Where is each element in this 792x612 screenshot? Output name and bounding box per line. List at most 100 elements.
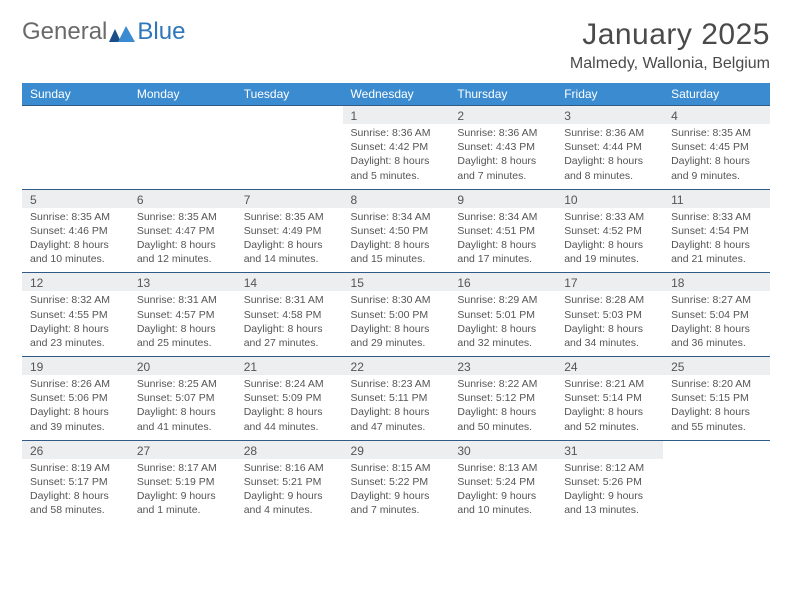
logo-text-general: General [22, 18, 107, 46]
daylight-text-1: Daylight: 8 hours [30, 322, 121, 336]
day-number-cell: 2 [449, 106, 556, 125]
day-number-cell: 11 [663, 189, 770, 208]
sunset-text: Sunset: 4:52 PM [564, 224, 655, 238]
day-number-cell [236, 106, 343, 125]
sunrise-text: Sunrise: 8:34 AM [351, 210, 442, 224]
daylight-text-1: Daylight: 8 hours [351, 405, 442, 419]
day-header: Tuesday [236, 83, 343, 106]
daylight-text-2: and 1 minute. [137, 503, 228, 517]
daylight-text-2: and 36 minutes. [671, 336, 762, 350]
day-detail-cell: Sunrise: 8:21 AMSunset: 5:14 PMDaylight:… [556, 375, 663, 440]
sunset-text: Sunset: 4:50 PM [351, 224, 442, 238]
day-number-cell: 8 [343, 189, 450, 208]
sunrise-text: Sunrise: 8:25 AM [137, 377, 228, 391]
sunrise-text: Sunrise: 8:33 AM [564, 210, 655, 224]
daylight-text-1: Daylight: 8 hours [244, 238, 335, 252]
day-number-cell: 20 [129, 357, 236, 376]
daylight-text-2: and 14 minutes. [244, 252, 335, 266]
sunset-text: Sunset: 4:42 PM [351, 140, 442, 154]
sunrise-text: Sunrise: 8:35 AM [30, 210, 121, 224]
day-number-cell: 15 [343, 273, 450, 292]
daylight-text-1: Daylight: 9 hours [137, 489, 228, 503]
day-header: Sunday [22, 83, 129, 106]
day-number-cell: 29 [343, 440, 450, 459]
daynum-row: 19202122232425 [22, 357, 770, 376]
day-detail-cell: Sunrise: 8:33 AMSunset: 4:52 PMDaylight:… [556, 208, 663, 273]
sunrise-text: Sunrise: 8:35 AM [137, 210, 228, 224]
sunset-text: Sunset: 4:58 PM [244, 308, 335, 322]
day-number-cell: 22 [343, 357, 450, 376]
sunset-text: Sunset: 5:17 PM [30, 475, 121, 489]
day-detail-cell: Sunrise: 8:35 AMSunset: 4:47 PMDaylight:… [129, 208, 236, 273]
daylight-text-1: Daylight: 8 hours [671, 405, 762, 419]
day-detail-cell: Sunrise: 8:36 AMSunset: 4:44 PMDaylight:… [556, 124, 663, 189]
sunset-text: Sunset: 4:54 PM [671, 224, 762, 238]
daylight-text-1: Daylight: 8 hours [137, 322, 228, 336]
daynum-row: 1234 [22, 106, 770, 125]
day-number-cell: 14 [236, 273, 343, 292]
sunset-text: Sunset: 5:06 PM [30, 391, 121, 405]
calendar-table: Sunday Monday Tuesday Wednesday Thursday… [22, 83, 770, 523]
day-number-cell: 30 [449, 440, 556, 459]
detail-row: Sunrise: 8:32 AMSunset: 4:55 PMDaylight:… [22, 291, 770, 356]
sunrise-text: Sunrise: 8:19 AM [30, 461, 121, 475]
daylight-text-2: and 44 minutes. [244, 420, 335, 434]
daylight-text-2: and 13 minutes. [564, 503, 655, 517]
detail-row: Sunrise: 8:35 AMSunset: 4:46 PMDaylight:… [22, 208, 770, 273]
sunset-text: Sunset: 5:12 PM [457, 391, 548, 405]
sunrise-text: Sunrise: 8:33 AM [671, 210, 762, 224]
day-detail-cell: Sunrise: 8:26 AMSunset: 5:06 PMDaylight:… [22, 375, 129, 440]
daylight-text-1: Daylight: 8 hours [244, 405, 335, 419]
day-detail-cell: Sunrise: 8:24 AMSunset: 5:09 PMDaylight:… [236, 375, 343, 440]
detail-row: Sunrise: 8:36 AMSunset: 4:42 PMDaylight:… [22, 124, 770, 189]
day-detail-cell [663, 459, 770, 524]
day-number-cell: 9 [449, 189, 556, 208]
sunrise-text: Sunrise: 8:24 AM [244, 377, 335, 391]
daylight-text-2: and 12 minutes. [137, 252, 228, 266]
day-number-cell: 12 [22, 273, 129, 292]
day-header: Saturday [663, 83, 770, 106]
day-number-cell [129, 106, 236, 125]
page: General Blue January 2025 Malmedy, Wallo… [0, 0, 792, 535]
day-number-cell: 4 [663, 106, 770, 125]
sunset-text: Sunset: 5:09 PM [244, 391, 335, 405]
day-detail-cell: Sunrise: 8:27 AMSunset: 5:04 PMDaylight:… [663, 291, 770, 356]
calendar-body: 1234Sunrise: 8:36 AMSunset: 4:42 PMDayli… [22, 106, 770, 524]
sunrise-text: Sunrise: 8:36 AM [351, 126, 442, 140]
day-detail-cell: Sunrise: 8:25 AMSunset: 5:07 PMDaylight:… [129, 375, 236, 440]
daylight-text-2: and 23 minutes. [30, 336, 121, 350]
day-number-cell: 13 [129, 273, 236, 292]
day-detail-cell: Sunrise: 8:16 AMSunset: 5:21 PMDaylight:… [236, 459, 343, 524]
daylight-text-1: Daylight: 8 hours [351, 238, 442, 252]
day-number-cell: 18 [663, 273, 770, 292]
sunrise-text: Sunrise: 8:21 AM [564, 377, 655, 391]
sunrise-text: Sunrise: 8:32 AM [30, 293, 121, 307]
day-detail-cell: Sunrise: 8:34 AMSunset: 4:50 PMDaylight:… [343, 208, 450, 273]
day-number-cell: 10 [556, 189, 663, 208]
daylight-text-2: and 5 minutes. [351, 169, 442, 183]
daylight-text-1: Daylight: 8 hours [351, 322, 442, 336]
day-detail-cell: Sunrise: 8:33 AMSunset: 4:54 PMDaylight:… [663, 208, 770, 273]
daynum-row: 567891011 [22, 189, 770, 208]
day-detail-cell: Sunrise: 8:22 AMSunset: 5:12 PMDaylight:… [449, 375, 556, 440]
day-detail-cell: Sunrise: 8:28 AMSunset: 5:03 PMDaylight:… [556, 291, 663, 356]
sunset-text: Sunset: 5:03 PM [564, 308, 655, 322]
daylight-text-1: Daylight: 8 hours [137, 238, 228, 252]
daylight-text-1: Daylight: 9 hours [244, 489, 335, 503]
day-detail-cell: Sunrise: 8:20 AMSunset: 5:15 PMDaylight:… [663, 375, 770, 440]
detail-row: Sunrise: 8:19 AMSunset: 5:17 PM Daylight:… [22, 459, 770, 524]
day-detail-cell: Sunrise: 8:31 AMSunset: 4:58 PMDaylight:… [236, 291, 343, 356]
sunrise-text: Sunrise: 8:16 AM [244, 461, 335, 475]
sunset-text: Sunset: 5:22 PM [351, 475, 442, 489]
daylight-text-1: Daylight: 8 hours [137, 405, 228, 419]
day-header: Monday [129, 83, 236, 106]
sunrise-text: Sunrise: 8:13 AM [457, 461, 548, 475]
day-detail-cell: Sunrise: 8:17 AMSunset: 5:19 PMDaylight:… [129, 459, 236, 524]
daylight-text-1: Daylight: 8 hours [564, 238, 655, 252]
sunrise-text: Sunrise: 8:22 AM [457, 377, 548, 391]
daylight-text-2: and 9 minutes. [671, 169, 762, 183]
sunrise-text: Sunrise: 8:26 AM [30, 377, 121, 391]
daylight-text-2: and 21 minutes. [671, 252, 762, 266]
sunset-text: Sunset: 5:00 PM [351, 308, 442, 322]
day-number-cell: 24 [556, 357, 663, 376]
